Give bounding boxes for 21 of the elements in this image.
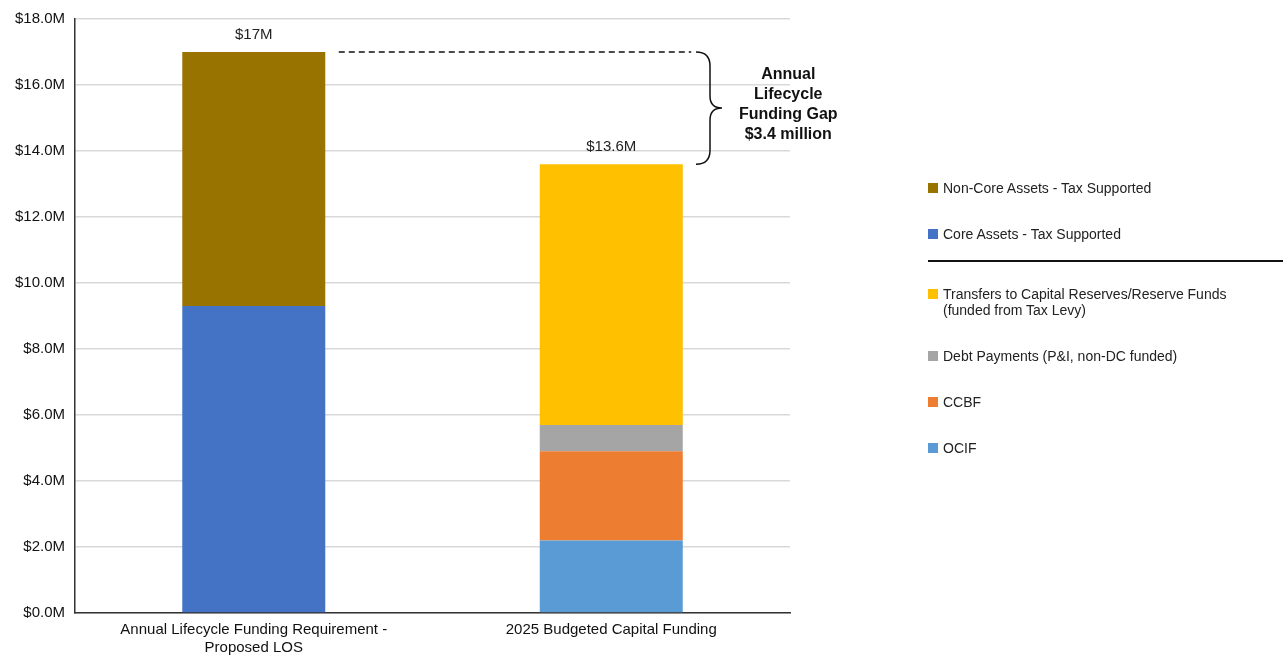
legend-label: Debt Payments (P&I, non-DC funded): [943, 348, 1178, 364]
y-tick-label: $6.0M: [23, 405, 66, 423]
y-tick-label: $10.0M: [14, 273, 66, 291]
legend-label: Core Assets - Tax Supported: [943, 226, 1121, 242]
legend-label: OCIF: [943, 440, 977, 456]
y-tick-label: $18.0M: [14, 9, 66, 27]
legend-label: Non-Core Assets - Tax Supported: [943, 180, 1152, 196]
total-label: $17M: [235, 24, 273, 42]
y-tick-label: $2.0M: [23, 537, 66, 555]
y-tick-label: $12.0M: [14, 207, 66, 225]
x-tick-label: 2025 Budgeted Capital Funding: [505, 620, 717, 638]
annotation: Annual Lifecycle Funding Gap $3.4 million: [737, 64, 839, 145]
legend-label: Transfers to Capital Reserves/Reserve Funds (funded from Tax Levy): [943, 286, 1228, 318]
x-tick-label: Annual Lifecycle Funding Requirement - Proposed LOS: [120, 620, 388, 656]
y-tick-label: $8.0M: [23, 339, 66, 357]
total-label: $13.6M: [586, 136, 637, 154]
legend-label: CCBF: [943, 394, 982, 410]
y-tick-label: $16.0M: [14, 75, 66, 93]
y-tick-label: $14.0M: [14, 141, 66, 159]
y-tick-label: $4.0M: [23, 471, 66, 489]
y-tick-label: $0.0M: [23, 603, 66, 621]
